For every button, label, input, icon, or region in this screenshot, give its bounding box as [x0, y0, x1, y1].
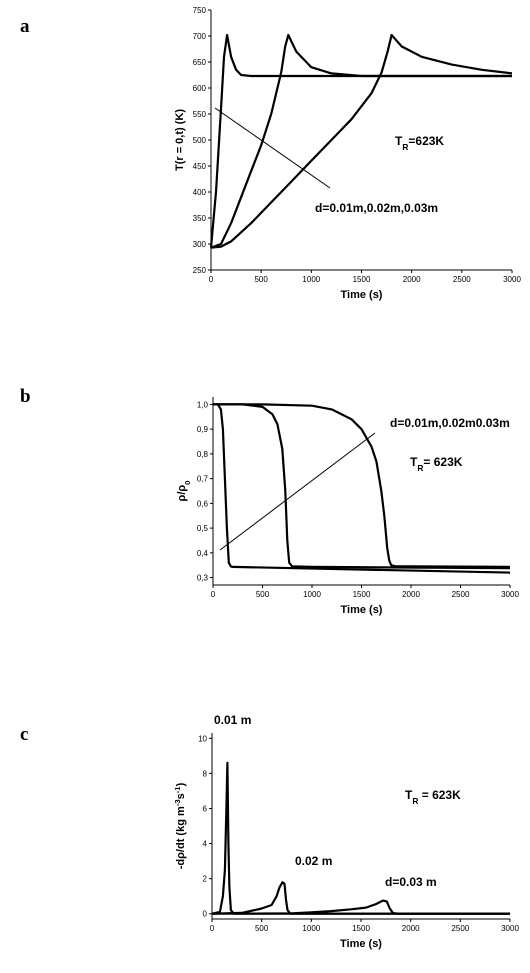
x-tick-label: 3000 — [501, 924, 519, 933]
annotation: TR= 623K — [410, 455, 463, 473]
subscript: 0 — [183, 481, 192, 485]
y-tick-label: 0,4 — [197, 549, 209, 558]
text-part: ρ/ρ — [176, 485, 188, 502]
text-part: T — [405, 788, 413, 802]
subscript: R — [412, 796, 418, 806]
y-tick-label: 1,0 — [197, 400, 209, 409]
annotation: 0.01 m — [214, 713, 251, 727]
x-tick-label: 1500 — [353, 590, 371, 599]
panel-label: b — [20, 386, 31, 407]
x-tick-label: 3000 — [501, 590, 519, 599]
annotation: d=0.01m,0.02m,0.03m — [315, 201, 438, 215]
text-part: =623K — [408, 134, 444, 148]
data-line — [213, 403, 511, 570]
x-tick-label: 2500 — [452, 590, 470, 599]
annotation: TR=623K — [395, 134, 444, 152]
text-part: T — [410, 455, 418, 469]
subscript: R — [402, 142, 408, 152]
y-tick-label: 350 — [193, 214, 207, 223]
y-tick-label: 2 — [203, 875, 208, 884]
data-line — [211, 899, 510, 915]
text-part: d=0.01m,0.02m0.03m — [390, 416, 510, 430]
y-axis-label: T(r = 0,t) (K) — [174, 109, 186, 171]
text-part: d=0.03 m — [385, 875, 437, 889]
panel-label: a — [20, 16, 30, 37]
y-tick-label: 0,5 — [197, 524, 209, 533]
text-part: d=0.01m,0.02m,0.03m — [315, 201, 438, 215]
x-axis-label: Time (s) — [341, 604, 383, 616]
text-part: = 623K — [418, 788, 461, 802]
x-tick-label: 1000 — [303, 590, 321, 599]
y-tick-label: 550 — [193, 110, 207, 119]
text-part: -dρ/dt (kg m — [175, 806, 187, 869]
text-part: T — [395, 134, 403, 148]
annotation: 0.02 m — [295, 854, 332, 868]
y-tick-label: 300 — [193, 240, 207, 249]
x-tick-label: 500 — [256, 590, 270, 599]
annotation: d=0.03 m — [385, 875, 437, 889]
y-axis-label: -dρ/dt (kg m-3s-1) — [173, 782, 188, 869]
x-tick-label: 1500 — [352, 924, 370, 933]
x-tick-label: 500 — [254, 275, 268, 284]
x-axis-label: Time (s) — [341, 289, 383, 301]
superscript: -3 — [173, 799, 182, 806]
annotation-arrow — [219, 432, 376, 551]
y-tick-label: 500 — [193, 136, 207, 145]
x-tick-label: 2000 — [402, 590, 420, 599]
y-tick-label: 250 — [193, 266, 207, 275]
panel-label: c — [20, 724, 28, 745]
y-tick-label: 400 — [193, 188, 207, 197]
text-part: ) — [175, 782, 187, 786]
text-part: = 623K — [423, 455, 462, 469]
x-tick-label: 1000 — [302, 275, 320, 284]
text-part: s — [175, 793, 187, 799]
y-tick-label: 0,6 — [197, 499, 209, 508]
x-tick-label: 3000 — [503, 275, 521, 284]
text-part: 0.01 m — [214, 713, 251, 727]
y-tick-label: 6 — [203, 804, 208, 813]
y-tick-label: 0,8 — [197, 450, 209, 459]
y-axis-label: ρ/ρ0 — [176, 481, 192, 502]
y-tick-label: 8 — [203, 769, 208, 778]
y-tick-label: 0,9 — [197, 425, 209, 434]
y-tick-label: 700 — [193, 32, 207, 41]
annotation: TR = 623K — [405, 788, 461, 806]
x-tick-label: 1500 — [353, 275, 371, 284]
y-tick-label: 10 — [198, 734, 207, 743]
x-tick-label: 0 — [211, 590, 216, 599]
superscript: -1 — [173, 786, 182, 794]
x-axis-label: Time (s) — [340, 938, 382, 950]
text-part: 0.02 m — [295, 854, 332, 868]
annotation: d=0.01m,0.02m0.03m — [390, 416, 510, 430]
y-tick-label: 0,3 — [197, 574, 209, 583]
y-tick-label: 600 — [193, 84, 207, 93]
y-tick-label: 4 — [203, 840, 208, 849]
x-tick-label: 2500 — [451, 924, 469, 933]
x-tick-label: 2000 — [403, 275, 421, 284]
data-line — [209, 33, 512, 248]
subscript: R — [417, 463, 423, 473]
y-tick-label: 650 — [193, 58, 207, 67]
data-line — [210, 33, 513, 249]
data-line — [213, 403, 511, 574]
data-line — [213, 403, 511, 568]
x-tick-label: 0 — [209, 275, 214, 284]
x-tick-label: 500 — [255, 924, 269, 933]
y-tick-label: 0,7 — [197, 475, 209, 484]
data-line — [210, 33, 512, 249]
annotation-arrow — [214, 107, 331, 189]
x-tick-label: 0 — [210, 924, 215, 933]
x-tick-label: 1000 — [302, 924, 320, 933]
x-tick-label: 2000 — [402, 924, 420, 933]
y-tick-label: 0 — [203, 910, 208, 919]
data-line — [211, 761, 510, 915]
y-tick-label: 450 — [193, 162, 207, 171]
x-tick-label: 2500 — [453, 275, 471, 284]
y-tick-label: 750 — [193, 6, 207, 15]
